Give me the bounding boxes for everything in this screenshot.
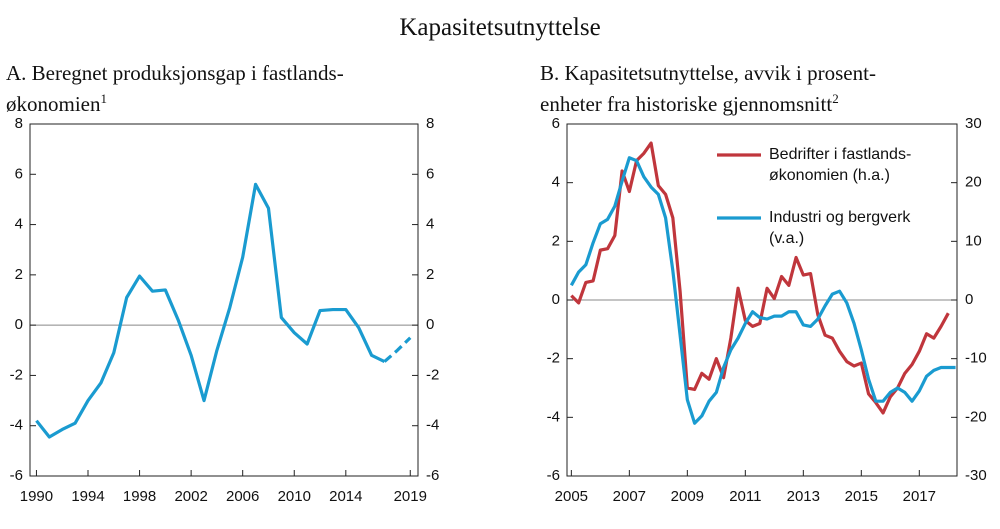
x-tick-label: 1994 xyxy=(71,488,104,505)
y2-tick-label: 4 xyxy=(426,216,434,233)
x-tick-label: 2013 xyxy=(787,488,820,505)
y2-tick-label: -2 xyxy=(426,366,439,383)
y-tick-label: 2 xyxy=(552,232,560,249)
x-tick-label: 2010 xyxy=(278,488,311,505)
x-tick-label: 2009 xyxy=(671,488,704,505)
y2-tick-label: -6 xyxy=(426,467,439,484)
series-line xyxy=(35,182,386,439)
y2-tick-label: 6 xyxy=(426,165,434,182)
panel-title: B. Kapasitetsutnyttelse, avvik i prosent… xyxy=(540,60,876,117)
y-tick-label: 4 xyxy=(552,174,560,191)
panel-title-text: B. Kapasitetsutnyttelse, avvik i prosent… xyxy=(540,61,876,116)
panel-title: A. Beregnet produksjonsgap i fastlands- … xyxy=(6,60,344,117)
x-tick-label: 2006 xyxy=(226,488,259,505)
panel-title-text: A. Beregnet produksjonsgap i fastlands- … xyxy=(6,61,344,116)
y2-tick-label: 10 xyxy=(965,232,982,249)
y2-tick-label: 8 xyxy=(426,115,434,132)
y-tick-label: 6 xyxy=(15,165,23,182)
main-title: Kapasitetsutnyttelse xyxy=(399,14,601,41)
y2-tick-label: 0 xyxy=(426,316,434,333)
footnote-mark: 2 xyxy=(832,91,839,106)
y-tick-label: -2 xyxy=(10,366,23,383)
y2-tick-label: -30 xyxy=(965,467,987,484)
y-tick-label: 8 xyxy=(15,115,23,132)
x-tick-label: 2005 xyxy=(555,488,588,505)
x-tick-label: 2015 xyxy=(845,488,878,505)
legend-label: Bedrifter i fastlands- økonomien (h.a.) xyxy=(769,146,912,184)
y2-tick-label: 20 xyxy=(965,174,982,191)
y2-tick-label: 0 xyxy=(965,291,973,308)
series-line xyxy=(569,156,956,425)
y-tick-label: 2 xyxy=(15,266,23,283)
y-tick-label: 0 xyxy=(552,291,560,308)
y-tick-label: -6 xyxy=(547,467,560,484)
y-tick-label: 4 xyxy=(15,216,23,233)
plot-frame xyxy=(29,123,419,477)
x-tick-label: 2014 xyxy=(329,488,362,505)
series-line xyxy=(383,336,412,363)
x-tick-label: 2007 xyxy=(613,488,646,505)
y2-tick-label: -10 xyxy=(965,350,987,367)
y-tick-label: -2 xyxy=(547,350,560,367)
y2-tick-label: -20 xyxy=(965,408,987,425)
series-line xyxy=(570,141,950,415)
x-tick-label: 1990 xyxy=(20,488,53,505)
y-tick-label: -4 xyxy=(547,408,560,425)
legend-label: Industri og bergverk (v.a.) xyxy=(769,209,911,247)
footnote-mark: 1 xyxy=(100,91,108,106)
y2-tick-label: -4 xyxy=(426,417,439,434)
y-tick-label: -4 xyxy=(10,417,23,434)
x-tick-label: 2011 xyxy=(729,488,761,505)
x-tick-label: 2002 xyxy=(174,488,207,505)
plot-frame xyxy=(566,123,958,477)
x-tick-label: 1998 xyxy=(123,488,156,505)
y-tick-label: -6 xyxy=(10,467,23,484)
y-tick-label: 0 xyxy=(15,316,23,333)
y-tick-label: 6 xyxy=(552,115,560,132)
y2-tick-label: 30 xyxy=(965,115,982,132)
y2-tick-label: 2 xyxy=(426,266,434,283)
x-tick-label: 2019 xyxy=(394,488,427,505)
x-tick-label: 2017 xyxy=(903,488,936,505)
